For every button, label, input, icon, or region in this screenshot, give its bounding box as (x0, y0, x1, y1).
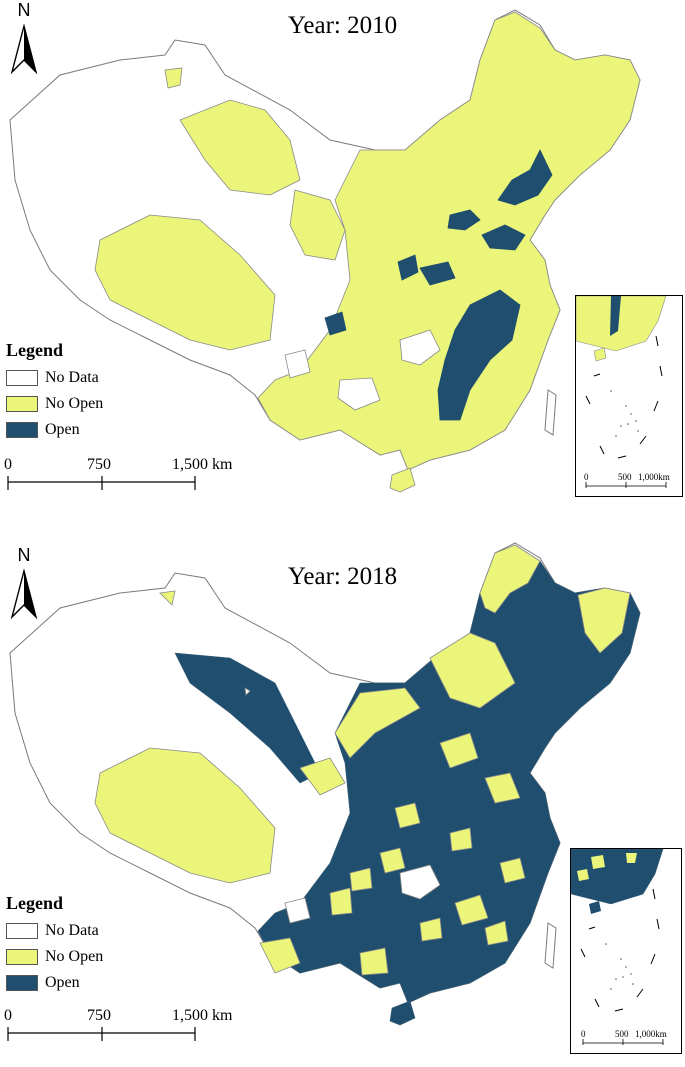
inset-map (576, 296, 667, 488)
north-arrow-icon (10, 568, 38, 620)
no-open-regions-2010 (94, 11, 641, 471)
scale-label-1500: 1,500 km (172, 456, 233, 473)
scale-bar-2010 (7, 476, 196, 490)
north-label: N (17, 0, 31, 20)
inset-map (571, 849, 664, 1045)
no-open-regions-2018 (94, 544, 631, 976)
scale-label-0: 0 (4, 1007, 12, 1024)
north-arrow: N (4, 0, 44, 78)
taiwan-island (544, 922, 557, 969)
scale-label-750: 750 (87, 456, 111, 473)
scale-bar-2018 (7, 1027, 196, 1041)
map-2018 (7, 542, 641, 1041)
legend-title: Legend (6, 340, 64, 360)
legend: Legend No Data No Open Open (6, 340, 103, 443)
legend-item-no-data: No Data (6, 365, 103, 391)
legend-item-no-open: No Open (6, 944, 103, 970)
scale-label-0: 0 (4, 456, 12, 473)
scale-label-1500: 1,500 km (172, 1007, 233, 1024)
no-data-holes-2018 (244, 687, 441, 924)
south-china-sea-inset: 0 500 1,000km (575, 295, 683, 497)
hainan-island (389, 1000, 416, 1026)
no-data-holes-2010 (284, 329, 441, 411)
map-panel-2010: Year: 2010 N Legend No Data No Open Open… (0, 0, 685, 533)
open-regions-2010 (324, 149, 553, 421)
legend-item-open: Open (6, 417, 103, 443)
legend-item-no-data: No Data (6, 918, 103, 944)
north-label: N (17, 545, 31, 565)
legend-item-no-open: No Open (6, 391, 103, 417)
map-panel-2018: Year: 2018 N Legend No Data No Open Open… (0, 533, 685, 1067)
legend-item-open: Open (6, 970, 103, 996)
north-arrow-icon (10, 23, 38, 75)
taiwan-island (544, 389, 557, 436)
map-title: Year: 2010 (287, 12, 398, 39)
south-china-sea-inset: 0 500 1,000km (570, 848, 682, 1054)
scale-label-750: 750 (87, 1007, 111, 1024)
hainan-island (389, 467, 416, 493)
north-arrow: N (4, 545, 44, 623)
map-title: Year: 2018 (287, 563, 398, 590)
legend: Legend No Data No Open Open (6, 893, 103, 996)
legend-title: Legend (6, 893, 64, 913)
map-2010 (7, 9, 641, 493)
